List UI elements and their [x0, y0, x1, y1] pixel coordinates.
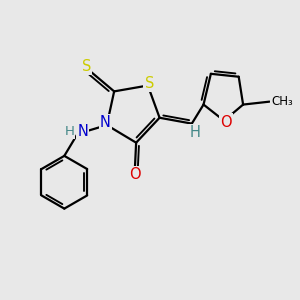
Text: O: O: [129, 167, 140, 182]
Text: CH₃: CH₃: [271, 95, 293, 108]
Text: O: O: [220, 115, 232, 130]
Text: H: H: [64, 125, 74, 138]
Text: N: N: [77, 124, 88, 139]
Text: S: S: [145, 76, 154, 91]
Text: H: H: [189, 125, 200, 140]
Text: S: S: [82, 59, 91, 74]
Text: N: N: [100, 115, 111, 130]
